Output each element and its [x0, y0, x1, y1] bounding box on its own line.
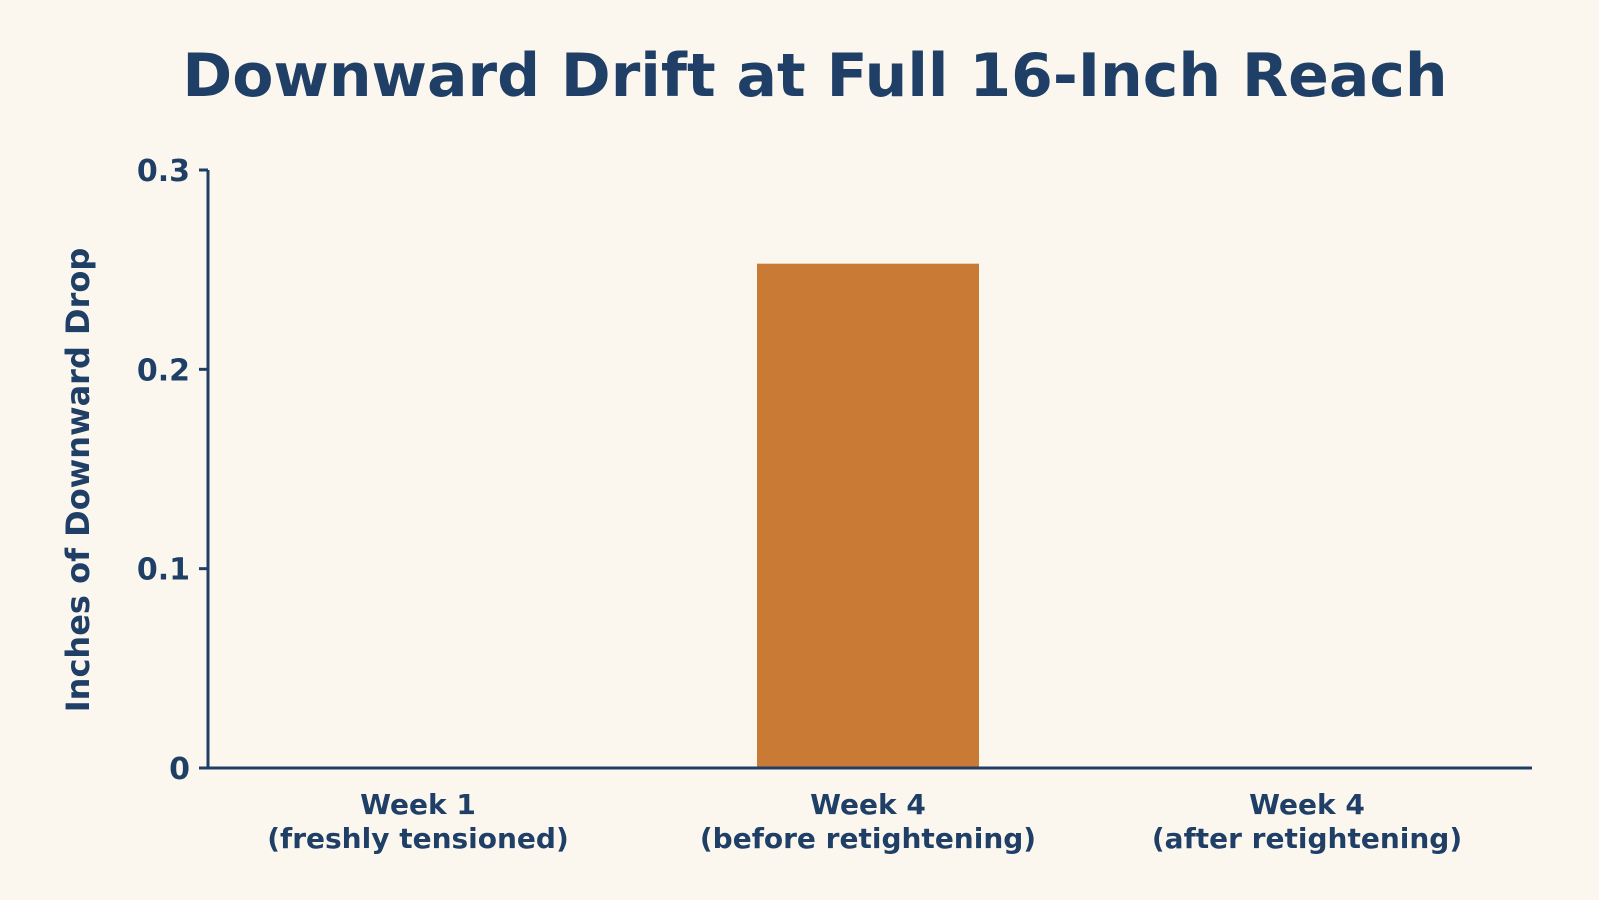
y-tick-label: 0.2 [137, 353, 190, 388]
category-label: Week 4 [810, 788, 926, 821]
x-axis-labels: Week 1(freshly tensioned)Week 4(before r… [267, 788, 1462, 855]
y-tick-label: 0 [169, 752, 190, 787]
category-sublabel: (after retightening) [1152, 822, 1462, 855]
category-label: Week 1 [360, 788, 476, 821]
bar-2 [757, 263, 979, 768]
y-axis-ticks: 0 0.1 0.2 0.3 [137, 154, 208, 787]
category-sublabel: (before retightening) [700, 822, 1036, 855]
y-axis-title: Inches of Downward Drop [59, 248, 97, 712]
y-tick-label: 0.3 [137, 154, 190, 189]
bars [757, 263, 979, 768]
category-label: Week 4 [1249, 788, 1365, 821]
y-tick-label: 0.1 [137, 553, 190, 588]
chart-title: Downward Drift at Full 16-Inch Reach [182, 41, 1447, 111]
category-sublabel: (freshly tensioned) [267, 822, 569, 855]
